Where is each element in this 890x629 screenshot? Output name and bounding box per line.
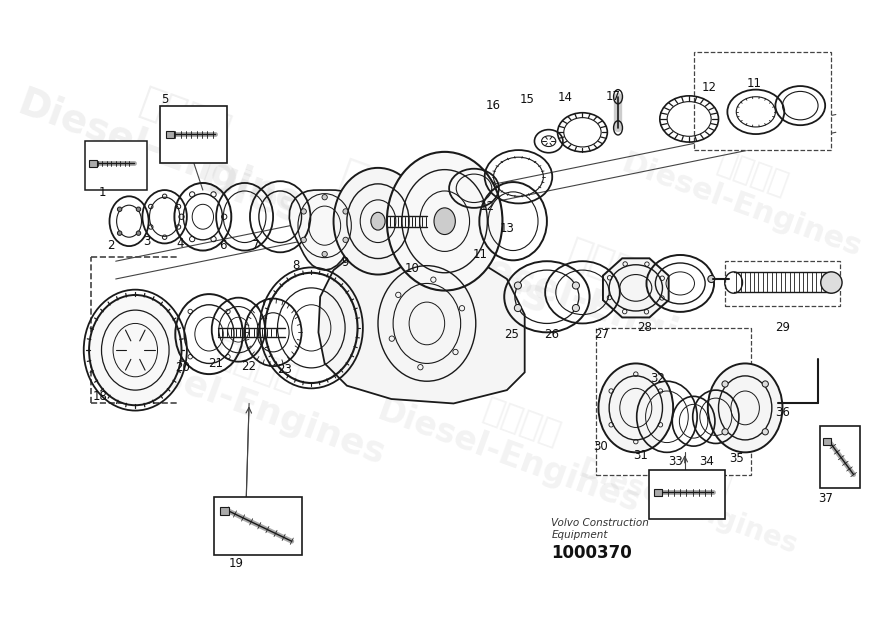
Circle shape (117, 207, 122, 211)
Bar (724, 261, 840, 306)
Circle shape (708, 276, 715, 282)
Text: 35: 35 (729, 452, 744, 465)
Text: Volvo Construction: Volvo Construction (551, 518, 649, 528)
Text: 34: 34 (700, 455, 715, 468)
Ellipse shape (598, 364, 673, 452)
Text: 15: 15 (520, 93, 535, 106)
Text: 13: 13 (499, 222, 514, 235)
Text: 2: 2 (107, 238, 114, 252)
Bar (595, 328, 751, 474)
Text: 7: 7 (253, 238, 260, 252)
Bar (89, 160, 97, 167)
Text: 14: 14 (557, 91, 572, 104)
Circle shape (301, 237, 306, 243)
Text: 37: 37 (818, 492, 833, 505)
Bar (85, 141, 147, 190)
Circle shape (514, 304, 522, 311)
Text: 26: 26 (544, 328, 559, 341)
Polygon shape (289, 190, 360, 270)
Text: 28: 28 (637, 321, 652, 335)
Circle shape (514, 282, 522, 289)
Text: 9: 9 (342, 257, 349, 269)
Bar (649, 470, 724, 519)
Circle shape (572, 282, 579, 289)
Text: 25: 25 (504, 328, 519, 341)
Ellipse shape (334, 168, 423, 274)
Text: 22: 22 (241, 360, 256, 372)
Circle shape (136, 231, 141, 235)
Circle shape (322, 194, 328, 200)
Text: 32: 32 (651, 372, 666, 385)
Text: 紫发动力
Diesel-Engines: 紫发动力 Diesel-Engines (95, 300, 403, 472)
Text: 20: 20 (175, 362, 190, 374)
Ellipse shape (434, 208, 456, 235)
Bar (693, 52, 831, 150)
Circle shape (117, 231, 122, 235)
Text: 31: 31 (633, 448, 648, 462)
Bar (823, 438, 830, 445)
Circle shape (762, 381, 768, 387)
Bar (166, 131, 174, 138)
Text: 29: 29 (775, 321, 790, 335)
Text: 21: 21 (207, 357, 222, 370)
Text: 17: 17 (605, 90, 620, 103)
Text: 27: 27 (594, 328, 609, 341)
Ellipse shape (708, 364, 782, 452)
Text: 紫发动力
Diesel-Engines: 紫发动力 Diesel-Engines (439, 194, 771, 382)
Text: 12: 12 (480, 199, 495, 213)
Ellipse shape (387, 152, 503, 291)
Circle shape (762, 429, 768, 435)
Bar (214, 497, 303, 555)
Circle shape (722, 381, 728, 387)
Text: 18: 18 (93, 390, 107, 403)
Polygon shape (319, 248, 525, 403)
Text: 6: 6 (219, 238, 226, 252)
Text: 8: 8 (293, 259, 300, 272)
Circle shape (343, 209, 348, 214)
Text: 30: 30 (593, 440, 608, 453)
Text: 11: 11 (473, 248, 488, 260)
Text: 10: 10 (404, 262, 419, 275)
Text: 19: 19 (228, 557, 243, 570)
Circle shape (722, 429, 728, 435)
Bar (820, 426, 860, 488)
Ellipse shape (821, 272, 842, 293)
Text: 紫发动力
Diesel-Engines: 紫发动力 Diesel-Engines (12, 43, 344, 231)
Bar (220, 506, 229, 515)
Bar (653, 489, 661, 496)
Polygon shape (603, 259, 668, 318)
Text: 4: 4 (176, 237, 183, 250)
Text: 1000370: 1000370 (551, 544, 632, 562)
Circle shape (572, 304, 579, 311)
Text: 紫发动力
Diesel-Engines: 紫发动力 Diesel-Engines (192, 110, 572, 324)
Text: 3: 3 (143, 235, 150, 248)
Circle shape (136, 207, 141, 211)
Text: 16: 16 (486, 99, 501, 112)
Text: 11: 11 (747, 77, 762, 90)
Circle shape (322, 252, 328, 257)
Text: 1: 1 (99, 186, 106, 199)
Text: 36: 36 (775, 406, 790, 419)
Text: 紫发动力
Diesel-Engines: 紫发动力 Diesel-Engines (575, 425, 813, 560)
Ellipse shape (371, 213, 385, 230)
Text: 紫发动力
Diesel-Engines: 紫发动力 Diesel-Engines (617, 118, 877, 263)
Ellipse shape (89, 295, 182, 405)
Text: Equipment: Equipment (551, 530, 608, 540)
Bar (160, 106, 227, 164)
Circle shape (343, 237, 348, 243)
Text: 12: 12 (702, 81, 717, 94)
Text: 33: 33 (668, 455, 684, 468)
Text: 23: 23 (277, 363, 292, 376)
Text: 紫发动力
Diesel-Engines: 紫发动力 Diesel-Engines (373, 358, 659, 520)
Text: 5: 5 (161, 93, 168, 106)
Circle shape (301, 209, 306, 214)
